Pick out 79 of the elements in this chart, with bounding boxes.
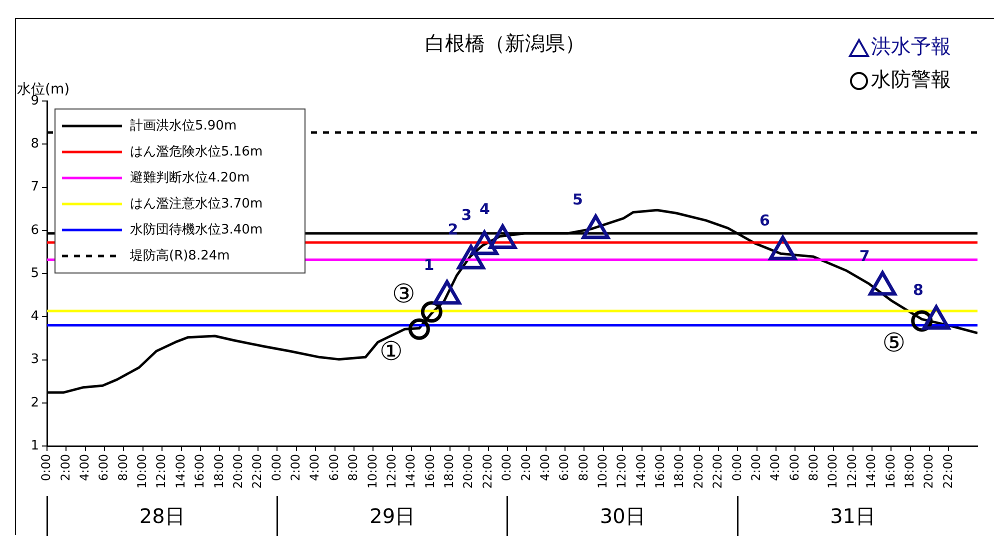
x-tick-label: 6:00 <box>96 454 111 481</box>
x-tick-label: 0:00 <box>39 454 54 481</box>
x-tick-label: 12:00 <box>384 454 398 489</box>
x-tick-label: 20:00 <box>461 454 476 489</box>
x-tick-label: 10:00 <box>826 454 840 489</box>
x-tick-label: 0:00 <box>269 454 284 481</box>
x-tick-label: 0:00 <box>500 454 514 481</box>
x-tick-label: 12:00 <box>614 454 629 489</box>
x-tick-label: 16:00 <box>422 454 437 489</box>
y-tick-label: 8 <box>30 136 39 152</box>
y-tick-label: 5 <box>30 266 39 281</box>
y-tick-label: 1 <box>30 438 39 454</box>
x-tick-label: 18:00 <box>902 454 916 489</box>
x-tick-label: 18:00 <box>212 454 226 489</box>
legend-label: はん濫注意水位3.70m <box>130 196 263 212</box>
x-tick-label: 20:00 <box>922 454 936 489</box>
legend-label: 洪水予報 <box>871 34 951 58</box>
annotation: ⑤ <box>882 328 906 359</box>
x-tick-label: 4:00 <box>308 454 322 481</box>
x-tick-label: 14:00 <box>864 454 878 489</box>
x-tick-label: 22:00 <box>250 454 264 489</box>
x-tick-label: 6:00 <box>787 454 802 481</box>
x-tick-label: 18:00 <box>672 454 686 489</box>
y-tick-label: 4 <box>30 309 39 324</box>
annotation: 1 <box>424 256 434 274</box>
x-tick-label: 18:00 <box>442 454 456 489</box>
x-tick-label: 14:00 <box>173 454 188 489</box>
y-tick-label: 9 <box>30 93 39 108</box>
x-tick-label: 20:00 <box>691 454 706 489</box>
x2-tick-label: 29日 <box>370 504 416 528</box>
x-tick-label: 4:00 <box>538 454 552 481</box>
x-tick-label: 8:00 <box>806 454 821 481</box>
legend-label: はん濫危険水位5.16m <box>130 144 263 160</box>
x-tick-label: 8:00 <box>346 454 360 481</box>
annotation: 5 <box>572 190 583 208</box>
x-tick-label: 8:00 <box>116 454 130 481</box>
x-tick-label: 10:00 <box>135 454 150 489</box>
x2-tick-label: 28日 <box>139 504 185 528</box>
annotation: 8 <box>913 280 924 299</box>
x-tick-label: 16:00 <box>192 454 207 489</box>
x-tick-label: 4:00 <box>77 454 92 481</box>
x-tick-label: 14:00 <box>404 454 418 489</box>
x-tick-label: 0:00 <box>730 454 744 481</box>
x2-tick-label: 30日 <box>600 504 646 528</box>
annotation: 3 <box>461 206 472 224</box>
x-tick-label: 20:00 <box>230 454 245 489</box>
x-tick-label: 2:00 <box>748 454 763 481</box>
x-tick-label: 6:00 <box>326 454 341 481</box>
x2-tick-label: 31日 <box>830 504 876 528</box>
chart-title: 白根橋（新潟県） <box>425 31 585 56</box>
x-tick-label: 22:00 <box>940 454 955 489</box>
x-tick-label: 16:00 <box>653 454 668 489</box>
y-tick-label: 6 <box>30 222 39 238</box>
x-tick-label: 10:00 <box>365 454 380 489</box>
x-tick-label: 22:00 <box>480 454 494 489</box>
x-tick-label: 2:00 <box>58 454 72 481</box>
annotation: 6 <box>760 211 770 230</box>
x-tick-label: 4:00 <box>768 454 782 481</box>
y-tick-label: 3 <box>30 352 39 368</box>
legend-label: 水防警報 <box>871 67 951 92</box>
legend-label: 堤防高(R)8.24m <box>129 247 230 264</box>
x-tick-label: 22:00 <box>710 454 725 489</box>
legend-label: 計画洪水位5.90m <box>130 118 237 134</box>
annotation: ① <box>380 336 403 367</box>
x-tick-label: 8:00 <box>576 454 590 481</box>
annotation: ③ <box>392 280 416 310</box>
annotation: 4 <box>479 200 490 218</box>
x-tick-label: 10:00 <box>596 454 610 489</box>
x-tick-label: 12:00 <box>844 454 859 489</box>
x-tick-label: 2:00 <box>518 454 533 481</box>
y-tick-label: 2 <box>30 395 39 410</box>
y-tick-label: 7 <box>30 180 39 195</box>
x-tick-label: 12:00 <box>154 454 168 489</box>
legend-label: 水防団待機水位3.40m <box>130 222 263 238</box>
x-tick-label: 6:00 <box>557 454 572 481</box>
legend-label: 避難判断水位4.20m <box>130 170 250 186</box>
x-tick-label: 14:00 <box>634 454 648 489</box>
x-tick-label: 16:00 <box>883 454 898 489</box>
x-tick-label: 2:00 <box>288 454 303 481</box>
